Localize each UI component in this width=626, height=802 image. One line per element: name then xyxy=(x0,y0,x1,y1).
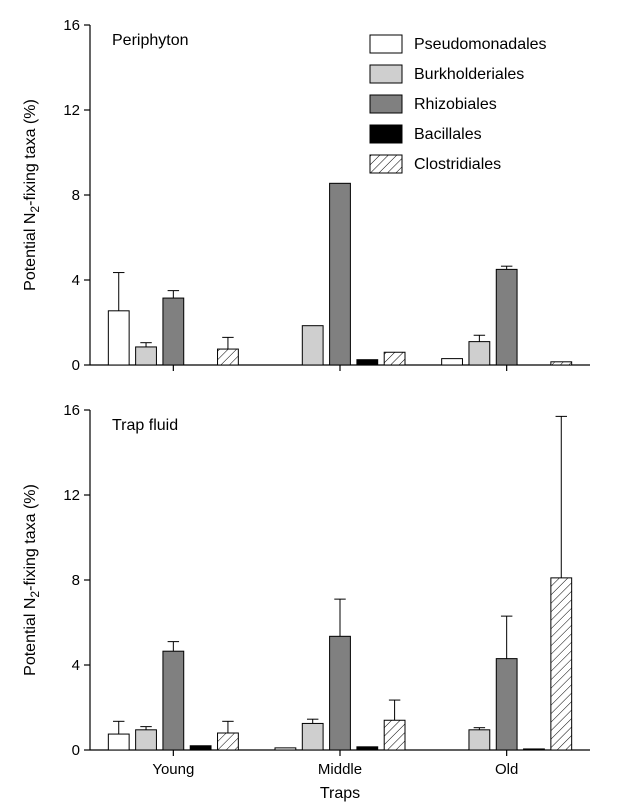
bar xyxy=(357,360,378,365)
y-tick-label: 4 xyxy=(72,272,80,289)
bar xyxy=(302,723,323,750)
y-tick-label: 8 xyxy=(72,187,80,204)
legend-label: Rhizobiales xyxy=(414,96,497,113)
bar xyxy=(384,720,405,750)
legend-label: Clostridiales xyxy=(414,156,501,173)
x-axis-label: Traps xyxy=(320,785,360,802)
y-tick-label: 4 xyxy=(72,657,80,674)
y-tick-label: 12 xyxy=(63,102,80,119)
bar xyxy=(275,748,296,750)
bar xyxy=(496,269,517,365)
x-tick-label: Middle xyxy=(318,761,362,778)
bar xyxy=(302,326,323,365)
legend-swatch xyxy=(370,65,402,83)
bar xyxy=(218,733,239,750)
panel-title: Trap fluid xyxy=(112,417,178,434)
legend-swatch xyxy=(370,155,402,173)
x-tick-label: Old xyxy=(495,761,518,778)
bar xyxy=(357,747,378,750)
y-tick-label: 16 xyxy=(63,17,80,34)
bar xyxy=(524,749,545,750)
bar xyxy=(551,362,572,365)
bar xyxy=(218,349,239,365)
bar xyxy=(551,578,572,750)
bar xyxy=(108,311,129,365)
y-tick-label: 8 xyxy=(72,572,80,589)
trap-fluid-panel: 0 4 8 12 16 Potential N2-fixing taxa (%) Trap … xyxy=(22,402,590,802)
bar xyxy=(163,651,184,750)
bar xyxy=(330,183,351,365)
legend-label: Bacillales xyxy=(414,126,482,143)
bar xyxy=(190,746,211,750)
y-tick-label: 0 xyxy=(72,357,80,374)
legend-swatch xyxy=(370,95,402,113)
legend-swatch xyxy=(370,125,402,143)
bar xyxy=(163,298,184,365)
x-tick-label: Young xyxy=(152,761,194,778)
y-tick-label: 12 xyxy=(63,487,80,504)
y-axis-label: Potential N2-fixing taxa (%) xyxy=(22,99,42,291)
bar xyxy=(108,734,129,750)
legend: Pseudomonadales Burkholderiales Rhizobiale… xyxy=(370,35,547,173)
y-tick-label: 0 xyxy=(72,742,80,759)
bar xyxy=(384,352,405,365)
panel-title: Periphyton xyxy=(112,32,189,49)
y-axis-label: Potential N2-fixing taxa (%) xyxy=(22,484,42,676)
bar xyxy=(136,730,157,750)
legend-label: Pseudomonadales xyxy=(414,36,547,53)
bar xyxy=(442,359,463,365)
chart-root: 0 4 8 12 16 Potential N2-fixing taxa (%) Perip… xyxy=(0,0,626,802)
legend-label: Burkholderiales xyxy=(414,66,524,83)
y-tick-label: 16 xyxy=(63,402,80,419)
bar xyxy=(469,342,490,365)
bar xyxy=(496,659,517,750)
bar xyxy=(330,636,351,750)
bar xyxy=(469,730,490,750)
legend-swatch xyxy=(370,35,402,53)
bar xyxy=(136,347,157,365)
